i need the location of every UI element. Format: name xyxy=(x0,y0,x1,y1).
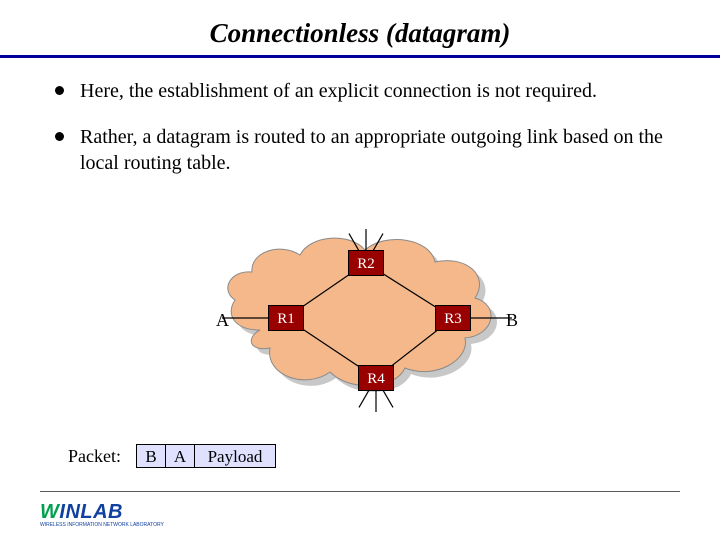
slide-title: Connectionless (datagram) xyxy=(0,0,720,58)
bullet-dot-icon xyxy=(55,132,64,141)
router-r1: R1 xyxy=(268,305,304,331)
bullet-text: Rather, a datagram is routed to an appro… xyxy=(80,124,665,176)
bullet-item: Rather, a datagram is routed to an appro… xyxy=(55,124,665,176)
router-r4: R4 xyxy=(358,365,394,391)
node-b: B xyxy=(506,310,518,331)
bullet-item: Here, the establishment of an explicit c… xyxy=(55,78,665,104)
router-r3: R3 xyxy=(435,305,471,331)
packet-structure: Packet: BAPayload xyxy=(68,444,276,468)
bullet-list: Here, the establishment of an explicit c… xyxy=(0,78,720,176)
logo-subtitle: WIRELESS INFORMATION NETWORK LABORATORY xyxy=(40,522,164,528)
packet-cell: Payload xyxy=(194,444,276,468)
packet-cell: B xyxy=(136,444,166,468)
packet-label: Packet: xyxy=(68,446,121,467)
network-diagram: R1 R2 R3 R4 A B xyxy=(180,220,530,420)
bullet-text: Here, the establishment of an explicit c… xyxy=(80,78,597,104)
router-r2: R2 xyxy=(348,250,384,276)
node-a: A xyxy=(216,310,229,331)
winlab-logo: WINLAB WIRELESS INFORMATION NETWORK LABO… xyxy=(40,501,164,528)
footer-divider xyxy=(40,491,680,492)
bullet-dot-icon xyxy=(55,86,64,95)
packet-cell: A xyxy=(165,444,195,468)
